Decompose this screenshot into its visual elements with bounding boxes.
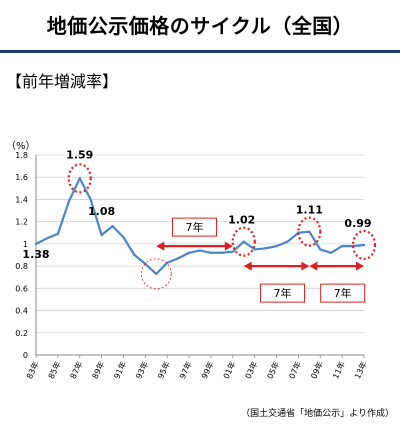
data-point [111,224,114,228]
arrowhead-left [243,261,252,271]
data-point [100,233,103,237]
span-label: 7年 [334,286,352,300]
y-tick-label: 1.2 [15,218,28,227]
y-tick-label: 0 [23,351,28,360]
data-point [275,244,278,248]
y-tick-label: 0.2 [15,329,28,338]
data-point [34,242,38,246]
value-label: 1.59 [66,148,93,161]
x-tick-label: 07年 [286,360,303,381]
data-point [176,257,180,260]
value-label: 1.02 [228,214,255,227]
span-box [320,283,366,303]
x-tick-label: 11年 [330,360,347,381]
data-point [78,177,81,180]
highlight-circle [67,163,92,194]
value-label: 1.11 [296,204,323,217]
data-point [155,272,158,276]
data-point [133,253,136,257]
value-label: 1.38 [22,248,49,261]
data-point [286,240,289,243]
data-point [198,249,202,252]
y-tick-label: 0.8 [15,262,28,271]
x-tick-label: 03年 [243,360,260,381]
data-point [330,251,333,254]
arrowhead-right [224,241,233,251]
x-tick-label: 91年 [112,360,129,381]
value-label: 1.08 [88,205,115,218]
trough-circle [140,258,172,290]
span-label: 7年 [186,220,204,234]
arrowhead-left [309,261,318,271]
data-point [253,248,256,251]
highlight-circle [297,216,322,247]
y-tick-label: 1.6 [15,173,28,182]
x-tick-label: 09年 [308,360,325,381]
data-point [89,198,92,201]
section-label: 【前年増減率】 [6,72,119,91]
x-tick-label: 05年 [265,360,282,381]
data-point [319,248,322,251]
data-point [56,232,60,236]
x-tick-label: 13年 [352,360,369,381]
arrowhead-right [301,261,310,271]
data-point [220,251,224,254]
x-tick-label: 01年 [221,360,238,381]
x-tick-label: 95年 [155,360,172,381]
span-box [172,217,218,237]
x-tick-label: 87年 [68,360,85,381]
page-title: 地価公示価格のサイクル（全国） [46,14,354,38]
data-point [264,247,267,250]
y-tick-label: 1.8 [15,151,28,160]
x-tick-label: 89年 [90,360,107,381]
x-tick-label: 99年 [199,360,216,381]
arrowhead-left [156,241,165,251]
data-point [209,251,213,254]
x-tick-label: 85年 [46,360,63,381]
y-tick-label: 0.6 [15,284,28,293]
y-axis-unit: （%） [6,141,36,152]
data-point [67,200,71,203]
highlight-circle [351,229,377,261]
data-point [231,250,234,253]
x-tick-labels: 83年 85年 87年 89年 91年 93年 95年 97年 99年 01年 03年 05年 07年 0… [24,355,369,380]
series-layer [34,177,366,276]
highlight-circle [231,226,256,257]
axes [35,155,364,356]
span-box [260,283,306,303]
annotation-layer: 1.59 1.38 1.08 1.02 1.11 0.99 7年 7年 7年 [22,148,377,303]
data-point [340,244,344,248]
y-tick-labels: 0 0.2 0.4 0.6 0.8 1 1.2 1.4 1.6 1.8 [15,151,28,360]
data-point [308,230,311,233]
data-point [122,236,125,239]
value-label: 0.99 [344,217,371,230]
title-rule [0,50,400,53]
data-point [362,243,366,247]
data-point [45,237,49,240]
x-tick-label: 93年 [133,360,150,381]
x-tick-label: 83年 [24,360,41,381]
data-point [242,240,245,243]
y-tick-label: 1.4 [15,195,28,204]
arrowhead-right [356,261,364,271]
y-tick-label: 1 [23,240,28,249]
data-point [187,251,191,254]
source-note: （国土交通省「地価公示」より作成） [241,409,394,419]
span-label: 7年 [274,286,292,300]
y-tick-label: 0.4 [15,307,28,316]
x-tick-label: 97年 [177,360,194,381]
